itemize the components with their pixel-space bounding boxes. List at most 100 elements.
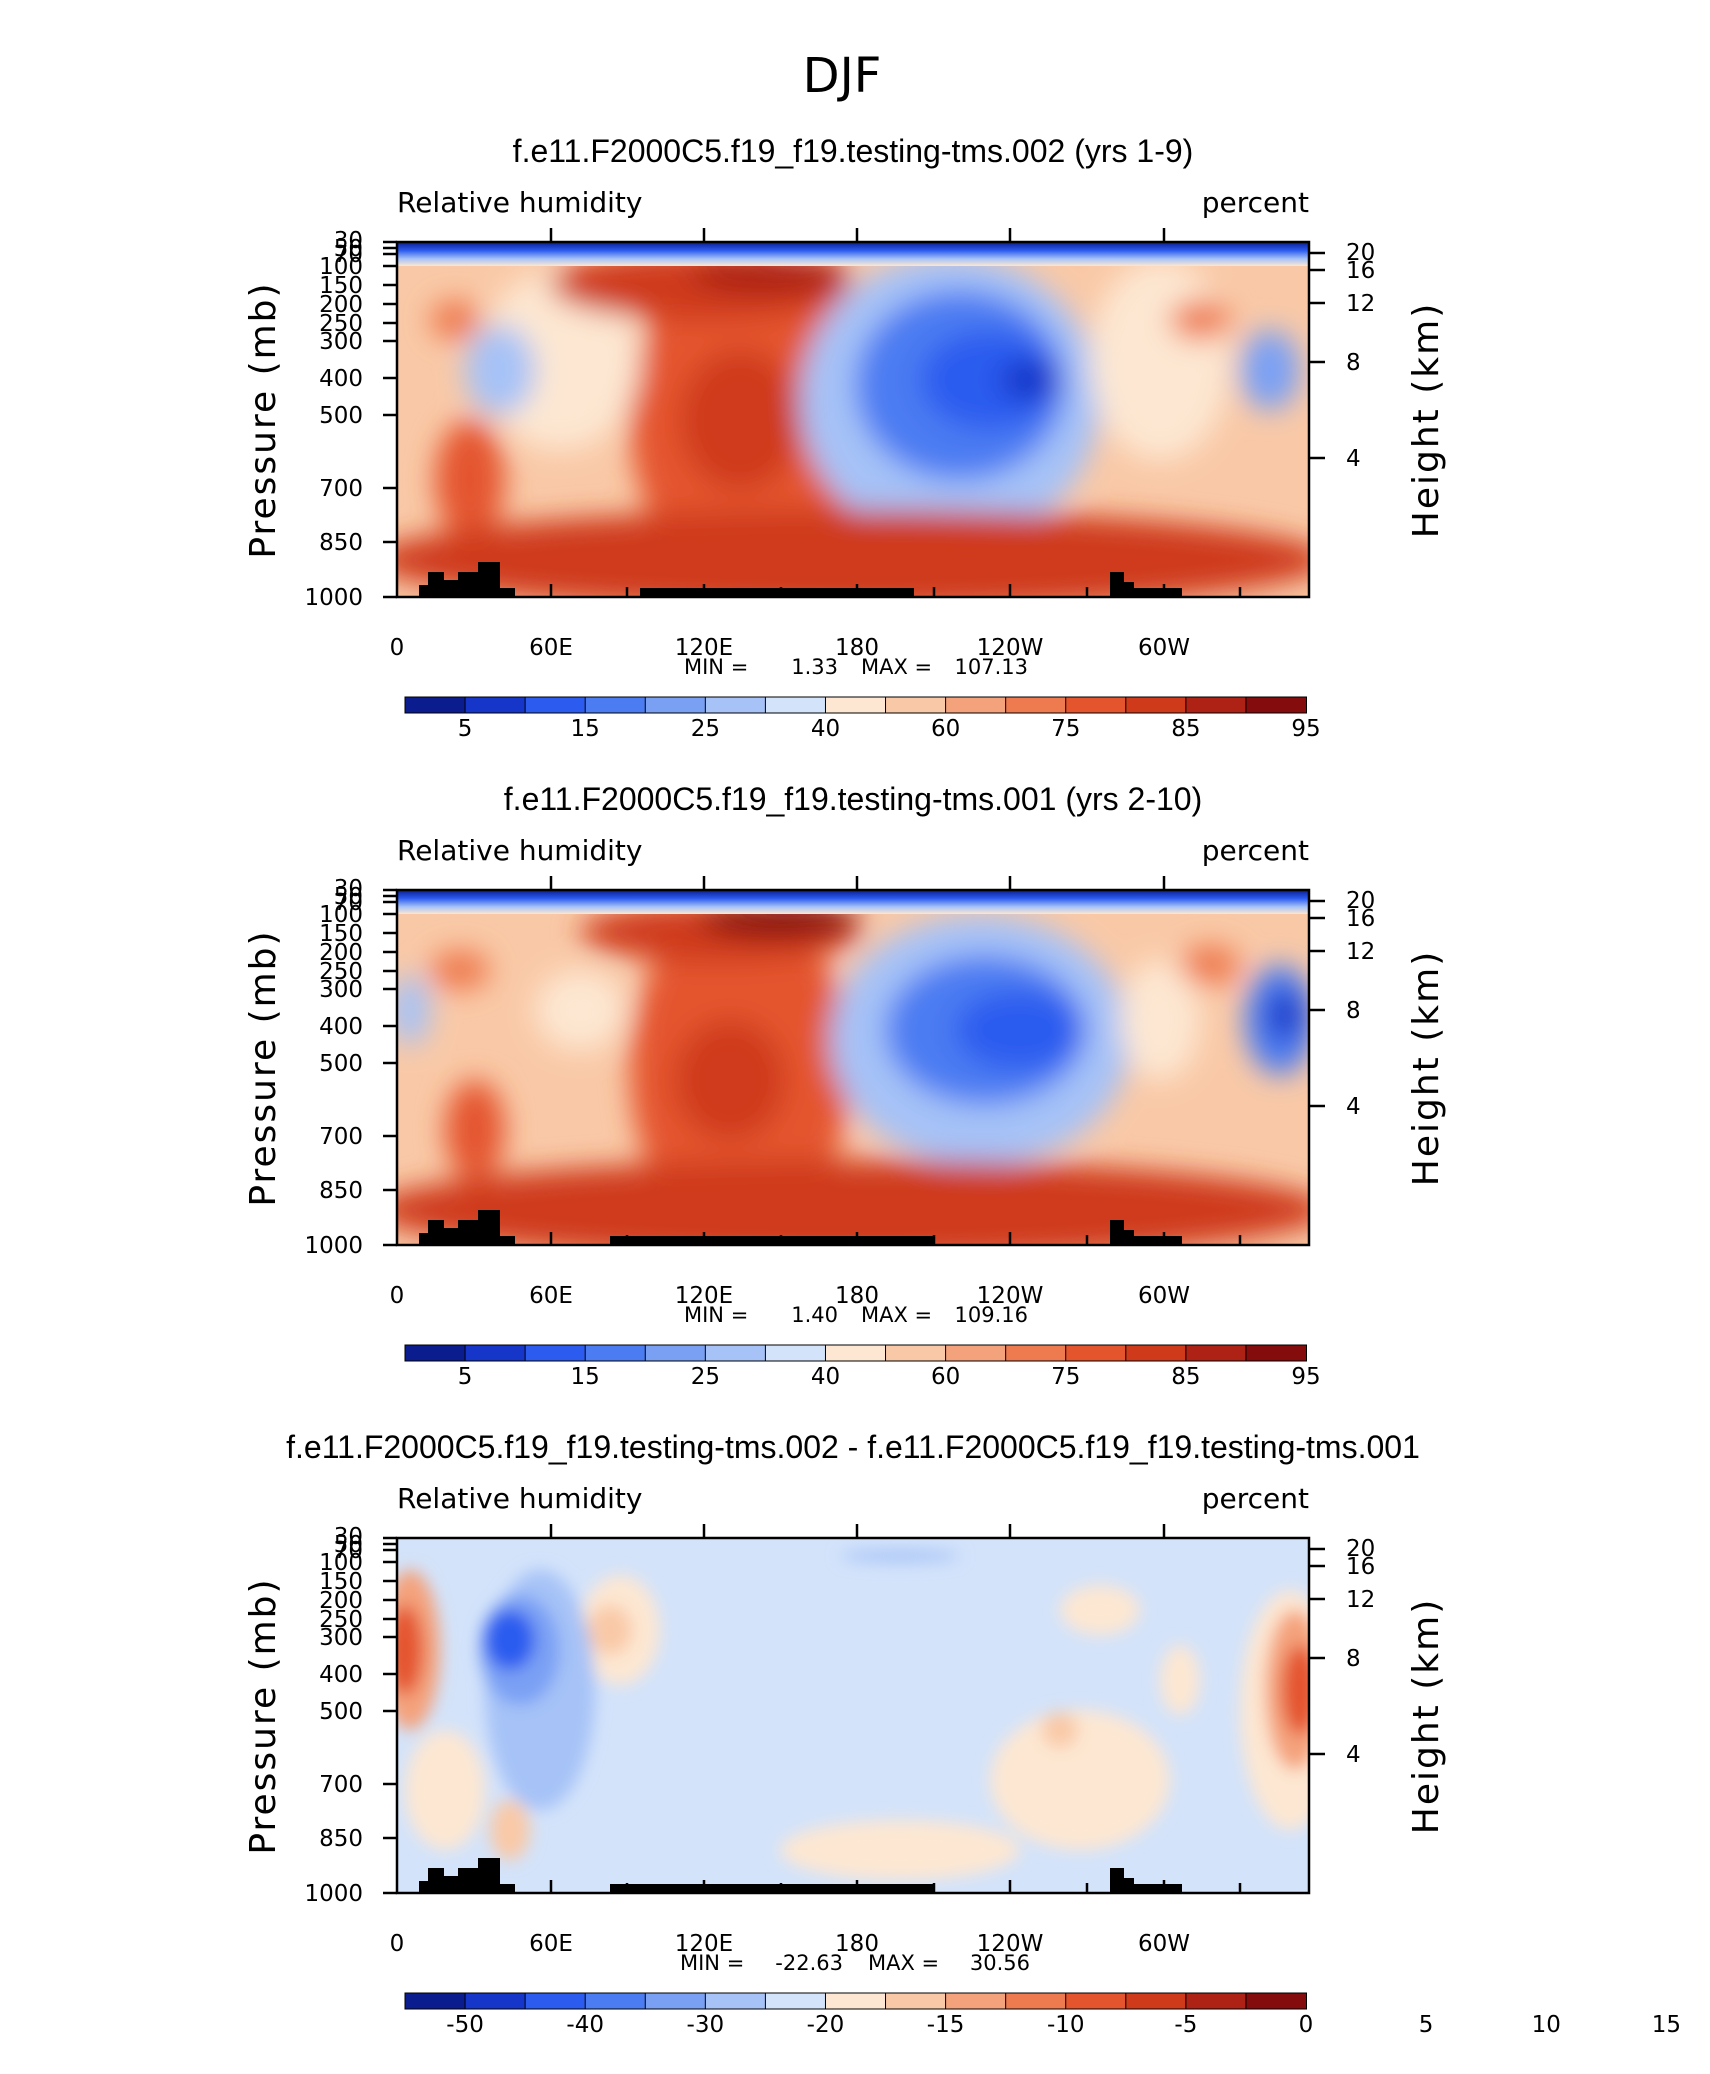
y-tick-label: 850 xyxy=(319,1826,363,1852)
colorbar-label: 75 xyxy=(1051,716,1080,742)
y2-tick-label: 8 xyxy=(1346,350,1361,376)
colorbar-swatch xyxy=(524,1992,587,2010)
x-tick-label: 180 xyxy=(835,1283,879,1309)
x-tick-label: 120W xyxy=(977,1931,1044,1957)
y-tick-label: 100 xyxy=(319,254,363,280)
topography xyxy=(419,1858,1182,1893)
colorbar-label: 40 xyxy=(811,1364,840,1390)
colorbar-swatch xyxy=(464,1344,527,1362)
plot-frame xyxy=(395,888,1311,1247)
y-tick-label: 100 xyxy=(319,1550,363,1576)
y2-tick-label: 4 xyxy=(1346,1094,1361,1120)
colorbar-swatch xyxy=(1125,696,1187,714)
colorbar-label: 25 xyxy=(691,1364,720,1390)
min-value: 1.40 xyxy=(791,1303,838,1327)
max-label: MAX = xyxy=(868,1951,939,1975)
colorbar: -50-40-30-20-15-10-505101520304050 xyxy=(404,1992,1681,2038)
colorbar-swatch xyxy=(524,696,587,714)
y-tick-label: 200 xyxy=(319,1588,363,1614)
colorbar-swatch xyxy=(1125,1992,1187,2010)
colorbar-swatch xyxy=(1185,1344,1247,1362)
x-tick-label: 60E xyxy=(529,635,573,661)
colorbar-swatch xyxy=(644,1992,707,2010)
contour-field xyxy=(397,242,1309,597)
y-tick-label: 200 xyxy=(319,940,363,966)
colorbar-swatch xyxy=(644,696,707,714)
contour-field xyxy=(397,1538,1309,1893)
y2-tick-label: 16 xyxy=(1346,1554,1375,1580)
colorbar-swatch xyxy=(584,1992,647,2010)
min-label: MIN = xyxy=(684,1303,748,1327)
units-label: percent xyxy=(1202,1482,1309,1515)
colorbar-label: -5 xyxy=(1174,2012,1197,2038)
colorbar-label: 0 xyxy=(1299,2012,1314,2038)
colorbar-swatch xyxy=(704,1992,767,2010)
colorbar-swatch xyxy=(1005,1992,1067,2010)
colorbar-swatch xyxy=(824,1992,887,2010)
units-label: percent xyxy=(1202,834,1309,867)
colorbar-label: 75 xyxy=(1051,1364,1080,1390)
x-ticks xyxy=(472,1524,1242,1893)
y-tick-label: 30 xyxy=(334,1524,363,1550)
y-tick-label: 850 xyxy=(319,1178,363,1204)
colorbar-label: -10 xyxy=(1047,2012,1085,2038)
colorbar-label: 40 xyxy=(811,716,840,742)
min-value: -22.63 xyxy=(775,1951,843,1975)
y2-tick-label: 4 xyxy=(1346,1742,1361,1768)
colorbar-swatch xyxy=(945,1992,1007,2010)
y-tick-label: 700 xyxy=(319,1124,363,1150)
variable-label: Relative humidity xyxy=(397,834,642,867)
x-ticks xyxy=(472,876,1242,1245)
panel-3: f.e11.F2000C5.f19_f19.testing-tms.002 - … xyxy=(243,1429,1681,2038)
colorbar-label: 15 xyxy=(1652,2012,1681,2038)
colorbar-label: 95 xyxy=(1291,1364,1320,1390)
colorbar-swatch xyxy=(464,696,527,714)
colorbar-label: 5 xyxy=(458,1364,473,1390)
colorbar: 5 15 25 40 60 75 85 95 xyxy=(404,696,1321,742)
y-tick-labels: 30 50 70 100 150 200 250 300 400 500 700… xyxy=(304,1524,363,1907)
y-tick-label: 1000 xyxy=(304,1881,363,1907)
x-tick-label: 120E xyxy=(675,1283,733,1309)
colorbar-swatch xyxy=(945,1344,1007,1362)
max-value: 109.16 xyxy=(955,1303,1028,1327)
panel-title: f.e11.F2000C5.f19_f19.testing-tms.002 - … xyxy=(286,1429,1420,1465)
y-tick-label: 300 xyxy=(319,329,363,355)
max-value: 30.56 xyxy=(970,1951,1030,1975)
y2-tick-label: 20 xyxy=(1346,240,1375,266)
colorbar-swatch xyxy=(1065,1992,1127,2010)
figure-title: DJF xyxy=(803,48,882,104)
y-tick-label: 250 xyxy=(319,311,363,337)
x-tick-label: 0 xyxy=(390,1283,405,1309)
y-tick-label: 1000 xyxy=(304,1233,363,1259)
y-tick-label: 300 xyxy=(319,1625,363,1651)
y-tick-label: 500 xyxy=(319,1699,363,1725)
x-tick-label: 60W xyxy=(1138,635,1190,661)
colorbar-label: 15 xyxy=(571,1364,600,1390)
max-label: MAX = xyxy=(861,1303,932,1327)
x-tick-label: 120W xyxy=(977,1283,1044,1309)
colorbar-label: 25 xyxy=(691,716,720,742)
colorbar-label: 60 xyxy=(931,1364,960,1390)
colorbar-swatch xyxy=(885,1344,947,1362)
colorbar-swatch xyxy=(704,1344,767,1362)
y-tick-label: 70 xyxy=(334,242,363,268)
y2-tick-label: 4 xyxy=(1346,446,1361,472)
colorbar-label: 10 xyxy=(1532,2012,1561,2038)
y-tick-label: 30 xyxy=(334,876,363,902)
colorbar-label: -40 xyxy=(566,2012,604,2038)
colorbar-swatch xyxy=(704,696,767,714)
colorbar-swatch xyxy=(404,1344,467,1362)
y-tick-label: 400 xyxy=(319,366,363,392)
y-tick-label: 150 xyxy=(319,921,363,947)
max-value: 107.13 xyxy=(955,655,1028,679)
colorbar-label: -15 xyxy=(927,2012,965,2038)
y2-ticks xyxy=(1309,1547,1325,1756)
colorbar-label: -30 xyxy=(687,2012,725,2038)
colorbar-swatch xyxy=(584,1344,647,1362)
y2-ticks xyxy=(1309,251,1325,460)
panel-title: f.e11.F2000C5.f19_f19.testing-tms.002 (y… xyxy=(513,133,1194,169)
x-tick-label: 120E xyxy=(675,635,733,661)
colorbar-label: 5 xyxy=(1419,2012,1434,2038)
max-label: MAX = xyxy=(861,655,932,679)
